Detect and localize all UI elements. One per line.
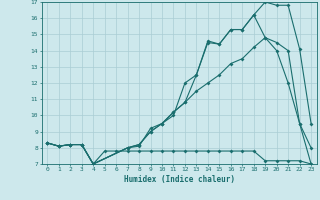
X-axis label: Humidex (Indice chaleur): Humidex (Indice chaleur) [124,175,235,184]
